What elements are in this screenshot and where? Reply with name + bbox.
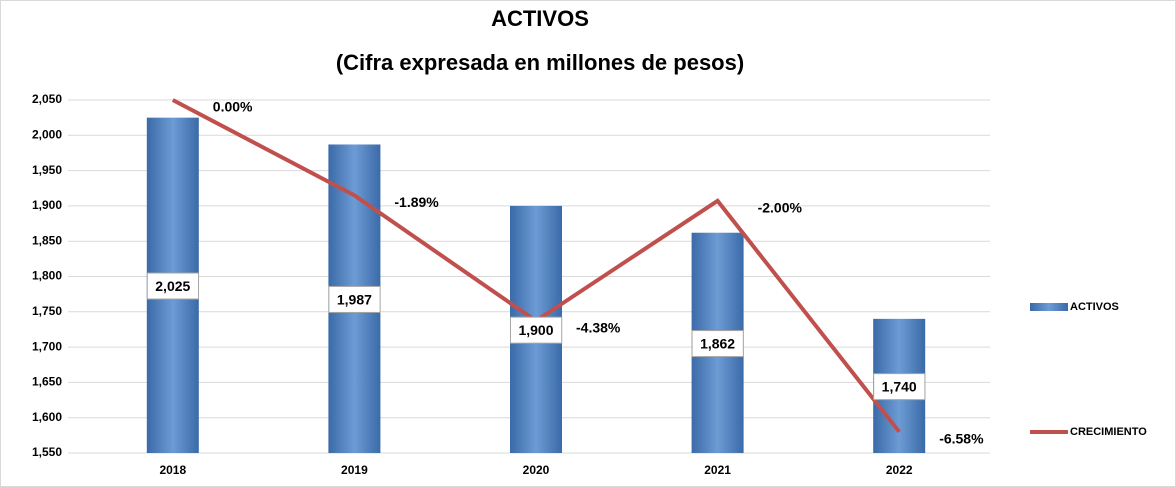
data-label: 1,740	[882, 379, 917, 395]
line-data-label: -2.00%	[758, 200, 803, 216]
data-label-box	[691, 330, 744, 358]
y-tick-label: 1,750	[32, 304, 62, 318]
legend-swatch	[1030, 303, 1068, 311]
x-tick-label: 2019	[341, 463, 368, 477]
line-data-label: 0.00%	[213, 99, 253, 115]
y-tick-label: 2,050	[32, 92, 62, 106]
x-tick-label: 2021	[704, 463, 731, 477]
y-tick-label: 1,850	[32, 233, 62, 247]
y-tick-label: 1,600	[32, 410, 62, 424]
y-tick-label: 1,900	[32, 198, 62, 212]
data-label-box	[509, 316, 563, 344]
data-label: 1,862	[700, 336, 735, 352]
line-data-label: -1.89%	[394, 194, 439, 210]
data-label-box	[873, 373, 926, 401]
data-label-box	[146, 272, 200, 300]
y-tick-label: 1,800	[32, 269, 62, 283]
data-label: 1,900	[518, 322, 553, 338]
chart-subtitle: (Cifra expresada en millones de pesos)	[336, 50, 744, 75]
chart-title: ACTIVOS	[491, 6, 589, 31]
y-tick-label: 1,700	[32, 339, 62, 353]
y-tick-label: 1,650	[32, 375, 62, 389]
legend-label: ACTIVOS	[1070, 301, 1119, 313]
y-tick-label: 1,950	[32, 163, 62, 177]
x-tick-label: 2022	[886, 463, 913, 477]
line-data-label: -4.38%	[576, 320, 621, 336]
data-label-box	[328, 285, 381, 313]
data-label: 2,025	[155, 278, 190, 294]
x-tick-label: 2018	[159, 463, 186, 477]
legend-label: CRECIMIENTO	[1070, 426, 1147, 438]
y-tick-label: 2,000	[32, 127, 62, 141]
y-tick-label: 1,550	[32, 445, 62, 459]
x-tick-label: 2020	[523, 463, 550, 477]
data-label: 1,987	[337, 291, 372, 307]
line-data-label: -6.58%	[939, 431, 984, 447]
